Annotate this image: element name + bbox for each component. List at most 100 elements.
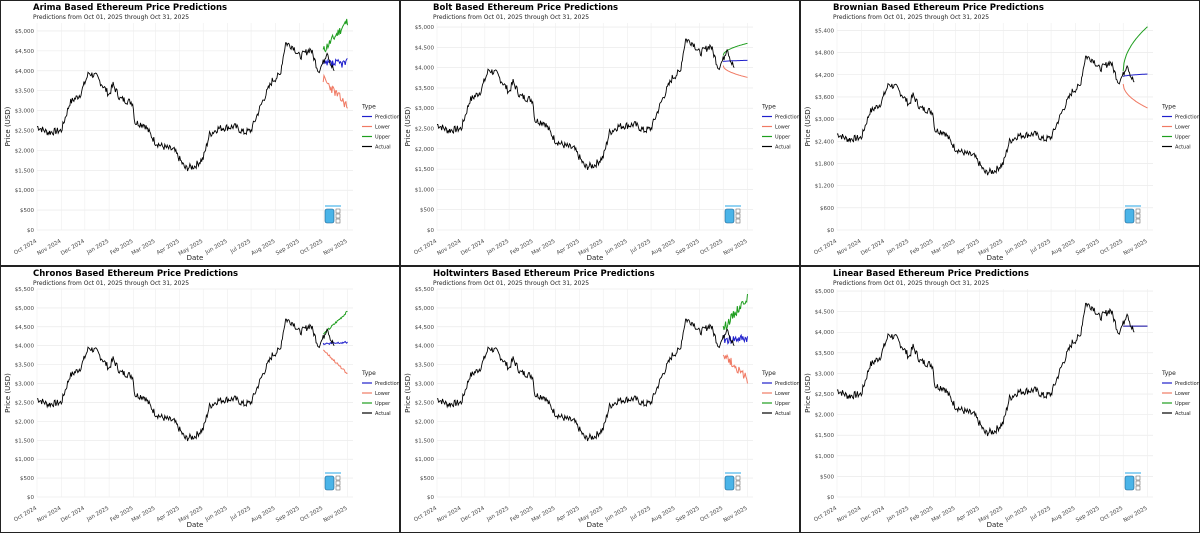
x-axis-label: Date bbox=[187, 254, 204, 262]
legend-title: Type bbox=[761, 104, 776, 111]
chart-title: Linear Based Ethereum Price Predictions bbox=[833, 269, 1029, 279]
x-tick-label: Mar 2025 bbox=[931, 505, 957, 524]
legend-item: Upper bbox=[375, 401, 391, 407]
y-axis-label: Price (USD) bbox=[404, 373, 412, 413]
legend-item: Actual bbox=[1175, 411, 1191, 417]
series-actual-line bbox=[36, 42, 335, 172]
x-tick-label: Nov 2025 bbox=[323, 505, 349, 524]
y-tick-label: $4,000 bbox=[15, 344, 35, 350]
x-tick-label: Jul 2025 bbox=[229, 238, 253, 255]
legend-title: Type bbox=[1161, 370, 1176, 377]
chart-title: Chronos Based Ethereum Price Predictions bbox=[33, 269, 239, 279]
x-axis-label: Date bbox=[587, 521, 604, 529]
y-tick-label: $3,000 bbox=[415, 382, 435, 388]
x-tick-label: Sep 2025 bbox=[275, 238, 301, 257]
y-tick-label: $4,500 bbox=[15, 49, 35, 55]
chart-svg: $0 $500 $1,000 $1,500 $2,000 $2,500 $3,000 $3,5… bbox=[4, 18, 399, 262]
y-tick-label: $1,500 bbox=[15, 168, 35, 174]
x-tick-label: Apr 2025 bbox=[556, 505, 581, 523]
y-tick-label: $2,000 bbox=[415, 147, 435, 153]
chart-subtitle: Predictions from Oct 01, 2025 through Oc… bbox=[33, 14, 190, 21]
chart-panel-linear: $0 $500 $1,000 $1,500 $2,000 $2,500 $3,000 $3,5… bbox=[800, 266, 1200, 533]
y-axis-label: Price (USD) bbox=[4, 373, 12, 413]
x-tick-label: Jul 2025 bbox=[1029, 505, 1053, 522]
legend-item: Upper bbox=[1175, 401, 1191, 407]
legend-title: Type bbox=[361, 104, 376, 111]
y-tick-label: $2,500 bbox=[415, 400, 435, 406]
y-tick-label: $5,000 bbox=[15, 306, 35, 312]
legend-item: Upper bbox=[375, 135, 391, 141]
x-axis-label: Date bbox=[587, 254, 604, 262]
chart-title: Holtwinters Based Ethereum Price Predict… bbox=[433, 269, 655, 279]
x-tick-label: Nov 2025 bbox=[723, 505, 749, 524]
x-tick-label: Jun 2025 bbox=[604, 505, 629, 523]
y-tick-label: $1,500 bbox=[415, 167, 435, 173]
x-tick-label: Jul 2025 bbox=[1029, 238, 1053, 255]
chart-title: Bolt Based Ethereum Price Predictions bbox=[433, 3, 619, 13]
chart-subtitle: Predictions from Oct 01, 2025 through Oc… bbox=[433, 14, 590, 21]
y-tick-label: $1,500 bbox=[415, 438, 435, 444]
y-tick-label: $0 bbox=[427, 495, 434, 501]
series-prediction-line bbox=[322, 58, 348, 68]
chart-panel-bolt: $0 $500 $1,000 $1,500 $2,000 $2,500 $3,000 $3,5… bbox=[400, 0, 800, 266]
series-upper-line bbox=[1122, 26, 1148, 72]
x-tick-label: Sep 2025 bbox=[1075, 238, 1101, 257]
x-tick-label: Mar 2025 bbox=[531, 238, 557, 257]
x-tick-label: Apr 2025 bbox=[156, 505, 181, 523]
series-actual-line bbox=[437, 318, 735, 442]
x-tick-label: Oct 2025 bbox=[1099, 238, 1124, 256]
x-tick-label: Jan 2025 bbox=[485, 238, 510, 256]
chart-svg: $0 $500 $1,000 $1,500 $2,000 $2,500 $3,000 $3,5… bbox=[4, 287, 399, 529]
y-tick-label: $3,500 bbox=[15, 89, 35, 95]
x-tick-label: Sep 2025 bbox=[275, 505, 301, 524]
x-tick-label: Jan 2025 bbox=[85, 505, 110, 523]
x-tick-label: Oct 2024 bbox=[813, 505, 838, 523]
y-axis-label: Price (USD) bbox=[804, 373, 812, 413]
x-tick-label: Oct 2025 bbox=[1099, 505, 1124, 523]
x-tick-label: Apr 2025 bbox=[956, 505, 981, 523]
chart-panel-holtwinters: $0 $500 $1,000 $1,500 $2,000 $2,500 $3,000 $3,5… bbox=[400, 266, 800, 533]
y-tick-label: $1,000 bbox=[15, 188, 35, 194]
x-tick-label: Nov 2025 bbox=[1123, 505, 1149, 524]
x-tick-label: Oct 2025 bbox=[699, 505, 724, 523]
x-tick-label: Aug 2025 bbox=[250, 238, 276, 257]
y-tick-label: $600 bbox=[820, 206, 834, 212]
x-tick-label: Oct 2024 bbox=[13, 505, 38, 523]
series-upper-line bbox=[322, 18, 348, 53]
chart-svg: $0 $500 $1,000 $1,500 $2,000 $2,500 $3,000 $3,5… bbox=[804, 289, 1199, 529]
x-tick-label: Nov 2024 bbox=[436, 505, 462, 524]
x-tick-label: Dec 2024 bbox=[460, 505, 486, 524]
y-tick-label: $500 bbox=[820, 474, 834, 480]
y-tick-label: $4,000 bbox=[15, 69, 35, 75]
series-prediction-line bbox=[1122, 73, 1148, 78]
x-tick-label: Nov 2024 bbox=[36, 505, 62, 524]
x-tick-label: Jan 2025 bbox=[485, 505, 510, 523]
legend-item: Actual bbox=[375, 411, 391, 417]
y-tick-label: $1,200 bbox=[815, 184, 835, 190]
x-tick-label: Mar 2025 bbox=[931, 238, 957, 257]
y-tick-label: $500 bbox=[420, 476, 434, 482]
x-tick-label: Oct 2024 bbox=[413, 505, 438, 523]
y-tick-label: $1,000 bbox=[815, 454, 835, 460]
series-lower-line bbox=[323, 349, 348, 374]
y-tick-label: $3,500 bbox=[415, 363, 435, 369]
x-tick-label: Dec 2024 bbox=[860, 505, 886, 524]
y-tick-label: $5,500 bbox=[15, 287, 35, 293]
chart-panel-arima: $0 $500 $1,000 $1,500 $2,000 $2,500 $3,000 $3,5… bbox=[0, 0, 400, 266]
logo-mark-icon bbox=[724, 472, 741, 491]
x-tick-label: Nov 2025 bbox=[1123, 238, 1149, 257]
series-lower-line bbox=[1122, 83, 1148, 109]
chart-subtitle: Predictions from Oct 01, 2025 through Oc… bbox=[833, 280, 990, 287]
x-tick-label: Jun 2025 bbox=[604, 238, 629, 256]
y-axis-label: Price (USD) bbox=[404, 106, 412, 146]
y-tick-label: $1,000 bbox=[415, 457, 435, 463]
y-tick-label: $2,000 bbox=[15, 419, 35, 425]
y-tick-label: $4,500 bbox=[415, 325, 435, 331]
y-tick-label: $3,000 bbox=[415, 106, 435, 112]
y-tick-label: $4,500 bbox=[815, 310, 835, 316]
series-prediction-line bbox=[322, 340, 348, 346]
x-tick-label: Jul 2025 bbox=[229, 505, 253, 522]
chart-subtitle: Predictions from Oct 01, 2025 through Oc… bbox=[833, 14, 990, 21]
legend-item: Actual bbox=[775, 411, 791, 417]
y-tick-label: $1,000 bbox=[15, 457, 35, 463]
